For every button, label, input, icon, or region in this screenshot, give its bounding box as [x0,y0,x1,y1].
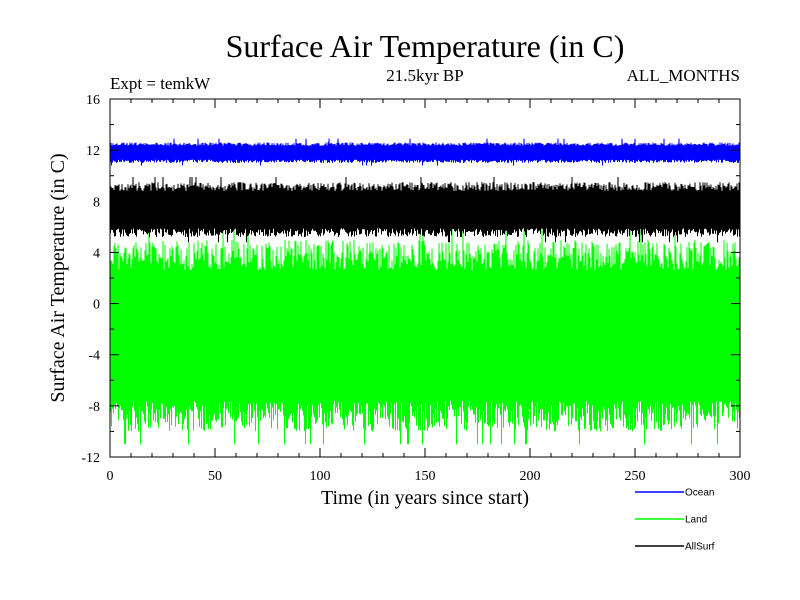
series-layer [109,138,741,445]
x-tick-label: 150 [415,469,436,484]
x-tick-label: 300 [730,469,751,484]
y-tick-label: -12 [81,451,100,466]
legend-label-allsurf: AllSurf [685,542,715,553]
period-label: ALL_MONTHS [627,66,740,85]
x-tick-label: 250 [625,469,646,484]
y-tick-label: 8 [93,195,100,210]
legend-label-ocean: Ocean [685,488,714,499]
series-line-allsurf [109,176,741,243]
y-tick-label: 12 [86,144,100,159]
y-tick-label: -8 [88,400,100,415]
y-tick-label: 0 [93,298,100,313]
x-tick-label: 0 [107,469,114,484]
y-tick-label: 4 [93,246,100,261]
experiment-label: Expt = temkW [110,74,211,93]
x-tick-label: 50 [208,469,222,484]
x-tick-label: 100 [310,469,331,484]
series-line-land [109,229,741,445]
chart-subtitle: 21.5kyr BP [386,66,463,85]
y-tick-label: -4 [88,349,100,364]
axis-ticks: 0 50 100 150 200 250 300 -12 -8 -4 0 4 8 12 16 [81,93,750,484]
x-tick-label: 200 [520,469,541,484]
x-axis-label: Time (in years since start) [321,487,529,509]
legend: Ocean Land AllSurf [635,488,715,553]
series-line-ocean [109,138,741,166]
y-tick-label: 16 [86,93,100,108]
y-axis-label: Surface Air Temperature (in C) [47,153,69,402]
chart-title: Surface Air Temperature (in C) [226,28,625,64]
legend-label-land: Land [685,515,707,526]
